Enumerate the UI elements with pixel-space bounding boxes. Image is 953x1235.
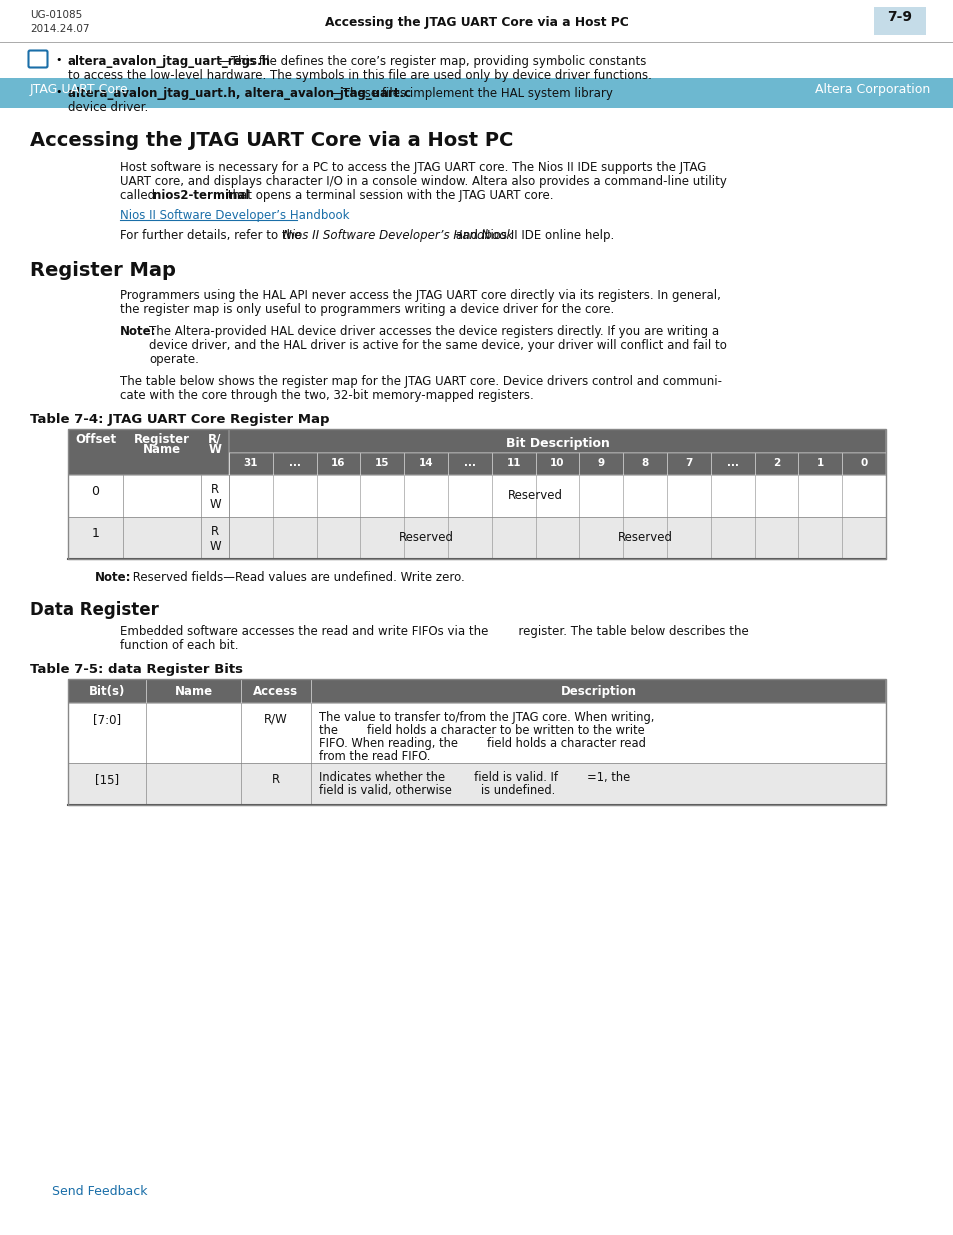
Text: Note:: Note: (95, 571, 132, 584)
Text: —This file defines the core’s register map, providing symbolic constants: —This file defines the core’s register m… (219, 56, 646, 68)
Text: the        field holds a character to be written to the write: the field holds a character to be writte… (318, 724, 644, 737)
Bar (68, 429, 885, 559)
Text: Table 7-5: data Register Bits: Table 7-5: data Register Bits (30, 663, 243, 676)
Bar (68, 429, 885, 453)
Text: •: • (55, 56, 61, 65)
Text: 14: 14 (418, 458, 433, 468)
Text: Name: Name (143, 443, 181, 456)
Text: Reserved: Reserved (617, 531, 672, 543)
Text: Indicates whether the        field is valid. If        =1, the: Indicates whether the field is valid. If… (318, 771, 630, 784)
Text: Table 7-4: JTAG UART Core Register Map: Table 7-4: JTAG UART Core Register Map (30, 412, 329, 426)
Text: Altera Corporation: Altera Corporation (814, 83, 929, 96)
Text: W: W (209, 443, 221, 456)
Text: 1: 1 (816, 458, 823, 468)
Text: The table below shows the register map for the JTAG UART core. Device drivers co: The table below shows the register map f… (120, 375, 721, 388)
Text: that opens a terminal session with the JTAG UART core.: that opens a terminal session with the J… (224, 189, 553, 203)
Text: operate.: operate. (149, 353, 199, 366)
Text: 7: 7 (684, 458, 692, 468)
Bar (0, 0, 953, 42)
Bar (873, 7, 925, 35)
Text: altera_avalon_jtag_uart.h, altera_avalon_jtag_uart.c: altera_avalon_jtag_uart.h, altera_avalon… (68, 86, 411, 100)
Text: function of each bit.: function of each bit. (120, 638, 238, 652)
Text: 10: 10 (550, 458, 564, 468)
Bar (68, 679, 885, 805)
Text: 2: 2 (772, 458, 780, 468)
Text: 0: 0 (91, 485, 99, 498)
Text: 16: 16 (331, 458, 345, 468)
Text: and Nios II IDE online help.: and Nios II IDE online help. (452, 228, 614, 242)
Text: 11: 11 (506, 458, 520, 468)
Text: Send Feedback: Send Feedback (52, 1186, 148, 1198)
Text: 7-9: 7-9 (886, 10, 911, 23)
Text: Register: Register (133, 433, 190, 446)
Text: •: • (55, 86, 61, 98)
Bar (68, 475, 885, 517)
Text: Name: Name (174, 685, 213, 698)
Text: R
W: R W (209, 483, 220, 511)
Text: ...: ... (289, 458, 300, 468)
Text: Programmers using the HAL API never access the JTAG UART core directly via its r: Programmers using the HAL API never acce… (120, 289, 720, 303)
Text: R
W: R W (209, 525, 220, 553)
Text: 1: 1 (91, 527, 99, 540)
Text: Reserved: Reserved (398, 531, 453, 543)
Text: FIFO. When reading, the        field holds a character read: FIFO. When reading, the field holds a ch… (318, 737, 645, 750)
Text: For further details, refer to the: For further details, refer to the (120, 228, 305, 242)
Text: R: R (272, 773, 280, 785)
Text: Accessing the JTAG UART Core via a Host PC: Accessing the JTAG UART Core via a Host … (30, 131, 513, 149)
Text: cate with the core through the two, 32-bit memory-mapped registers.: cate with the core through the two, 32-b… (120, 389, 533, 403)
Text: UART core, and displays character I/O in a console window. Altera also provides : UART core, and displays character I/O in… (120, 175, 726, 188)
Text: Access: Access (253, 685, 298, 698)
Text: Register Map: Register Map (30, 261, 175, 280)
Bar (68, 703, 885, 763)
Text: nios2-terminal: nios2-terminal (153, 189, 250, 203)
Text: Note:: Note: (120, 325, 156, 338)
Text: ...: ... (726, 458, 738, 468)
Text: 0: 0 (860, 458, 867, 468)
Bar (229, 453, 885, 475)
FancyBboxPatch shape (29, 51, 48, 68)
Text: Reserved: Reserved (508, 489, 562, 501)
Text: Nios II Software Developer’s Handbook: Nios II Software Developer’s Handbook (120, 209, 349, 222)
Text: [15]: [15] (95, 773, 119, 785)
Text: ...: ... (463, 458, 476, 468)
Text: Embedded software accesses the read and write FIFOs via the        register. The: Embedded software accesses the read and … (120, 625, 748, 638)
Text: device driver.: device driver. (68, 101, 148, 114)
Text: The Altera-provided HAL device driver accesses the device registers directly. If: The Altera-provided HAL device driver ac… (149, 325, 719, 338)
Text: Reserved fields—Read values are undefined. Write zero.: Reserved fields—Read values are undefine… (129, 571, 464, 584)
Text: 15: 15 (375, 458, 389, 468)
Text: field is valid, otherwise        is undefined.: field is valid, otherwise is undefined. (318, 784, 555, 797)
Text: 9: 9 (598, 458, 604, 468)
Bar (68, 679, 885, 703)
Text: [7:0]: [7:0] (92, 713, 121, 726)
Text: Accessing the JTAG UART Core via a Host PC: Accessing the JTAG UART Core via a Host … (325, 16, 628, 28)
Text: Bit(s): Bit(s) (89, 685, 125, 698)
Text: Data Register: Data Register (30, 601, 159, 619)
Bar (68, 429, 229, 475)
Text: Description: Description (560, 685, 636, 698)
Text: JTAG UART Core: JTAG UART Core (30, 83, 129, 96)
Text: Host software is necessary for a PC to access the JTAG UART core. The Nios II ID: Host software is necessary for a PC to a… (120, 161, 705, 174)
Text: R/: R/ (208, 433, 221, 446)
Bar (0, 78, 953, 107)
Text: Bit Description: Bit Description (505, 437, 609, 450)
Text: device driver, and the HAL driver is active for the same device, your driver wil: device driver, and the HAL driver is act… (149, 338, 726, 352)
Text: to access the low-level hardware. The symbols in this file are used only by devi: to access the low-level hardware. The sy… (68, 69, 651, 82)
Text: 31: 31 (243, 458, 258, 468)
Text: 2014.24.07: 2014.24.07 (30, 23, 90, 35)
Text: —These files implement the HAL system library: —These files implement the HAL system li… (331, 86, 612, 100)
Text: Offset: Offset (75, 433, 116, 446)
Text: called: called (120, 189, 159, 203)
Text: the register map is only useful to programmers writing a device driver for the c: the register map is only useful to progr… (120, 303, 614, 316)
Text: The value to transfer to/from the JTAG core. When writing,: The value to transfer to/from the JTAG c… (318, 711, 654, 724)
Bar (68, 763, 885, 805)
Text: altera_avalon_jtag_uart_regs.h: altera_avalon_jtag_uart_regs.h (68, 56, 271, 68)
Text: 8: 8 (640, 458, 648, 468)
Text: R/W: R/W (264, 713, 288, 726)
Bar (68, 517, 885, 559)
Text: UG-01085: UG-01085 (30, 10, 82, 20)
Text: Nios II Software Developer’s Handbook: Nios II Software Developer’s Handbook (282, 228, 512, 242)
Text: from the read FIFO.: from the read FIFO. (318, 750, 430, 763)
